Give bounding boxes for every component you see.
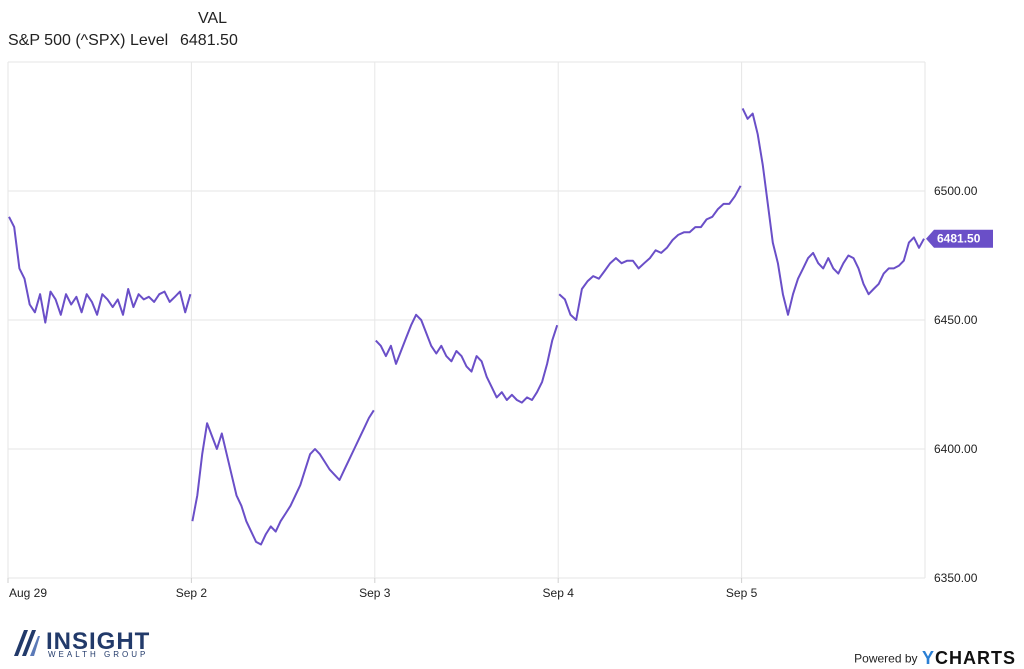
last-value-label: 6481.50 bbox=[937, 232, 981, 246]
ycharts-y: Y bbox=[921, 648, 935, 668]
x-tick-label: Sep 2 bbox=[176, 586, 208, 600]
insight-brand-sub: WEALTH GROUP bbox=[48, 650, 149, 659]
price-series bbox=[8, 107, 925, 546]
legend-header: VAL bbox=[198, 10, 228, 27]
x-tick-label: Sep 3 bbox=[359, 586, 391, 600]
gridlines bbox=[7, 61, 926, 579]
powered-by-ycharts: Powered by YCHARTS bbox=[854, 648, 1016, 669]
legend-series-value: 6481.50 bbox=[180, 32, 238, 49]
y-tick-label: 6400.00 bbox=[934, 442, 978, 456]
y-tick-label: 6500.00 bbox=[934, 184, 978, 198]
powered-by-label: Powered by bbox=[854, 651, 918, 666]
x-tick-label: Sep 4 bbox=[543, 586, 575, 600]
x-tick-label: Sep 5 bbox=[726, 586, 758, 600]
x-tick-label: Aug 29 bbox=[9, 586, 47, 600]
y-tick-label: 6350.00 bbox=[934, 571, 978, 585]
insight-logo-mark-icon bbox=[14, 630, 40, 656]
price-line-sep-4 bbox=[558, 185, 742, 321]
ycharts-logo: YCHARTS bbox=[922, 648, 1016, 668]
legend-series-name: S&P 500 (^SPX) Level bbox=[8, 32, 169, 49]
axes: 6350.00 6400.00 6450.00 6500.00 Aug 29 Sep 2 S… bbox=[7, 184, 993, 600]
y-tick-label: 6450.00 bbox=[934, 313, 978, 327]
price-line-sep-5 bbox=[741, 107, 925, 316]
price-line-aug-29 bbox=[8, 216, 192, 324]
price-line-sep-2 bbox=[191, 409, 375, 546]
last-value-tag bbox=[926, 229, 993, 248]
ycharts-rest: CHARTS bbox=[935, 648, 1016, 668]
price-line-sep-3 bbox=[375, 313, 559, 404]
insight-brand-name: INSIGHT bbox=[46, 628, 151, 655]
